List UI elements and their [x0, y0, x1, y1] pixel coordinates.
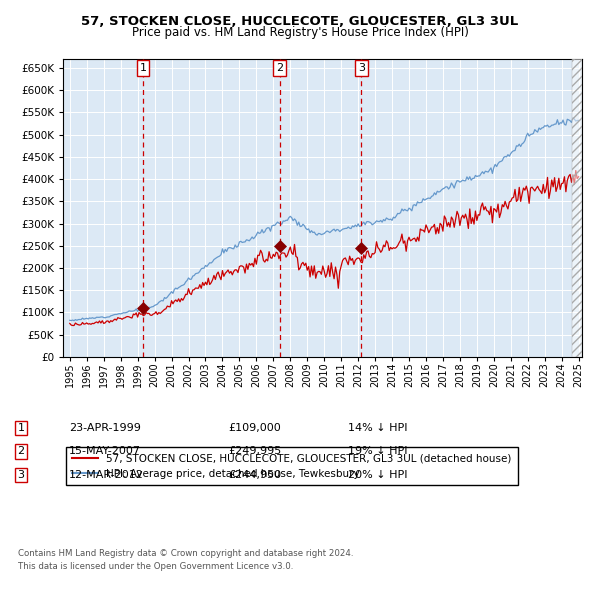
Text: Price paid vs. HM Land Registry's House Price Index (HPI): Price paid vs. HM Land Registry's House … — [131, 26, 469, 39]
Text: 20% ↓ HPI: 20% ↓ HPI — [348, 470, 407, 480]
Text: £249,995: £249,995 — [228, 447, 281, 456]
Text: 19% ↓ HPI: 19% ↓ HPI — [348, 447, 407, 456]
Text: 1: 1 — [139, 63, 146, 73]
Text: 14% ↓ HPI: 14% ↓ HPI — [348, 423, 407, 432]
Text: Contains HM Land Registry data © Crown copyright and database right 2024.: Contains HM Land Registry data © Crown c… — [18, 549, 353, 558]
Text: 2: 2 — [276, 63, 283, 73]
Text: 3: 3 — [358, 63, 365, 73]
Text: This data is licensed under the Open Government Licence v3.0.: This data is licensed under the Open Gov… — [18, 562, 293, 571]
Text: 3: 3 — [17, 470, 25, 480]
Legend: 57, STOCKEN CLOSE, HUCCLECOTE, GLOUCESTER, GL3 3UL (detached house), HPI: Averag: 57, STOCKEN CLOSE, HUCCLECOTE, GLOUCESTE… — [65, 447, 518, 485]
Text: £244,950: £244,950 — [228, 470, 281, 480]
Text: 23-APR-1999: 23-APR-1999 — [69, 423, 141, 432]
Text: £109,000: £109,000 — [228, 423, 281, 432]
Text: 15-MAY-2007: 15-MAY-2007 — [69, 447, 141, 456]
Text: 1: 1 — [17, 423, 25, 432]
Text: 57, STOCKEN CLOSE, HUCCLECOTE, GLOUCESTER, GL3 3UL: 57, STOCKEN CLOSE, HUCCLECOTE, GLOUCESTE… — [82, 15, 518, 28]
Text: 12-MAR-2012: 12-MAR-2012 — [69, 470, 144, 480]
Text: 2: 2 — [17, 447, 25, 456]
FancyBboxPatch shape — [572, 59, 584, 357]
